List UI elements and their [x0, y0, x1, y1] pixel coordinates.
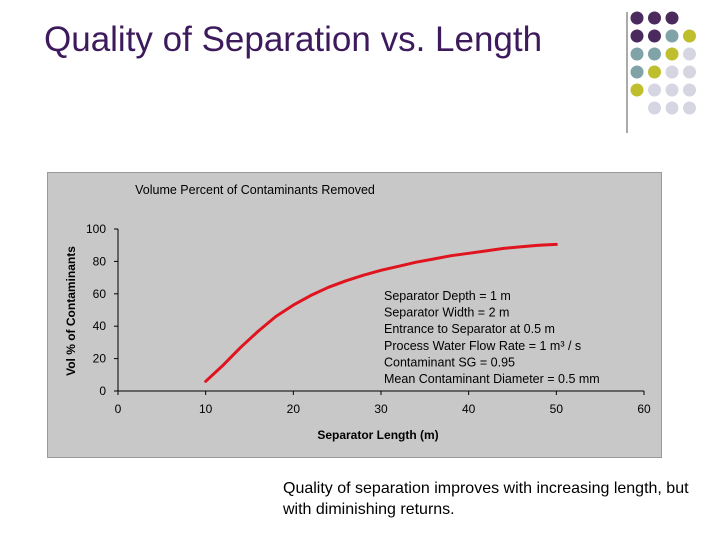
chart-annotation: Separator Depth = 1 m Separator Width = 2… — [384, 289, 600, 386]
line-chart: Volume Percent of Contaminants Removed 0… — [64, 183, 651, 442]
decorative-dot — [630, 47, 644, 61]
y-tick-label: 60 — [93, 287, 107, 301]
slide-title: Quality of Separation vs. Length — [44, 20, 543, 59]
decorative-dot — [630, 11, 644, 25]
y-tick-label: 100 — [86, 222, 106, 236]
y-tick-label: 20 — [93, 352, 107, 366]
annotation-line: Entrance to Separator at 0.5 m — [384, 322, 555, 336]
decorative-dot — [665, 101, 679, 115]
decorative-dot — [648, 11, 661, 25]
annotation-line: Separator Width = 2 m — [384, 306, 509, 320]
x-tick-label: 50 — [550, 402, 564, 416]
series-line — [204, 242, 558, 383]
annotation-line: Contaminant SG = 0.95 — [384, 355, 515, 369]
decorative-dot — [665, 47, 679, 61]
x-tick-label: 10 — [199, 402, 213, 416]
y-tick-label: 40 — [93, 319, 107, 333]
decorative-dot — [648, 83, 661, 97]
x-tick-label: 40 — [462, 402, 476, 416]
annotation-line: Mean Contaminant Diameter = 0.5 mm — [384, 372, 600, 386]
decorative-dot — [665, 65, 679, 79]
decorative-dot — [648, 65, 661, 79]
y-tick-label: 0 — [99, 384, 106, 398]
x-axis-label: Separator Length (m) — [317, 428, 438, 442]
decorative-dot — [665, 29, 679, 43]
annotation-line: Separator Depth = 1 m — [384, 289, 511, 303]
x-tick-label: 20 — [287, 402, 301, 416]
x-tick-label: 0 — [115, 402, 122, 416]
decorative-dot — [683, 83, 696, 97]
decorative-dot — [648, 47, 661, 61]
decorative-dot — [665, 83, 679, 97]
slide-caption: Quality of separation improves with incr… — [283, 480, 689, 518]
decorative-dot — [630, 29, 644, 43]
decorative-dot — [683, 65, 696, 79]
y-tick-label: 80 — [93, 254, 107, 268]
decorative-dot — [630, 65, 644, 79]
chart-frame: Volume Percent of Contaminants Removed 0… — [47, 172, 662, 458]
decorative-dot-pattern — [626, 11, 696, 133]
decorative-dot — [683, 101, 696, 115]
decorative-dot — [683, 47, 696, 61]
chart-title: Volume Percent of Contaminants Removed — [135, 183, 375, 197]
decorative-dot — [648, 101, 661, 115]
chart-axes — [117, 229, 644, 392]
decorative-dot — [648, 29, 661, 43]
annotation-line: Process Water Flow Rate = 1 m³ / s — [384, 339, 581, 353]
chart-series — [204, 242, 558, 383]
decorative-dot — [630, 83, 644, 97]
y-axis-label: Vol % of Contaminants — [64, 246, 78, 376]
decorative-dot — [665, 11, 679, 25]
decorative-dot — [683, 29, 696, 43]
x-tick-label: 60 — [637, 402, 651, 416]
chart-ticks: 0 20 40 60 80 100 0 10 20 30 40 50 60 — [86, 222, 651, 416]
x-tick-label: 30 — [374, 402, 388, 416]
